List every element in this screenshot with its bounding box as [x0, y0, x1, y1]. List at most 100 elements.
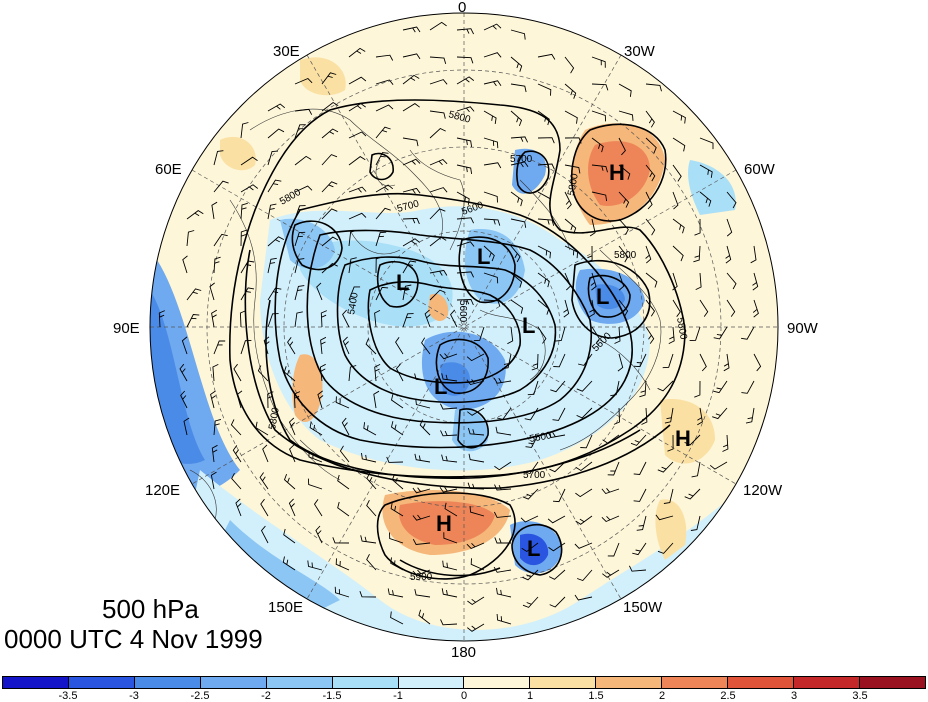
- wind-barb: [574, 594, 593, 601]
- wind-barb: [630, 434, 647, 446]
- wind-barb: [240, 287, 255, 301]
- wind-barb: [402, 187, 421, 194]
- wind-barb: [294, 185, 313, 193]
- wind-barb: [233, 363, 242, 382]
- wind-barb: [456, 241, 475, 247]
- high-center: H: [436, 511, 452, 536]
- wind-barb: [468, 453, 485, 463]
- wind-barb: [466, 353, 485, 362]
- wind-barb: [395, 363, 404, 382]
- height-contours: [228, 99, 686, 580]
- wind-barb: [552, 488, 566, 503]
- wind-barb: [395, 337, 404, 355]
- wind-barb: [348, 131, 367, 139]
- wind-barb: [553, 353, 566, 368]
- wind-barb: [365, 338, 377, 355]
- colorbar-swatch: [728, 677, 795, 688]
- wind-barb: [564, 83, 577, 99]
- wind-barb: [320, 310, 327, 328]
- wind-barb: [510, 299, 524, 314]
- wind-barb: [213, 418, 222, 436]
- wind-barb: [695, 272, 702, 291]
- wind-barb: [537, 245, 551, 259]
- wind-barb: [211, 201, 218, 220]
- colorbar-tick-label: -1: [393, 690, 403, 702]
- wind-barb: [348, 365, 357, 382]
- wind-barb: [494, 484, 512, 491]
- wind-barb: [439, 353, 458, 360]
- wind-barb: [483, 23, 502, 31]
- wind-barb: [412, 569, 431, 576]
- lon-label-30w: 30W: [624, 43, 655, 60]
- wind-barb: [235, 498, 242, 517]
- wind-barb: [507, 326, 514, 345]
- wind-barb: [321, 128, 339, 139]
- wind-barb: [337, 501, 350, 517]
- wind-barb: [441, 454, 458, 463]
- wind-barb: [672, 191, 679, 210]
- wind-barb: [283, 528, 296, 544]
- wind-barb: [602, 434, 620, 444]
- wind-barb: [267, 179, 282, 193]
- wind-barb: [577, 353, 593, 366]
- wind-barb: [321, 236, 339, 247]
- contour-label: 5600: [457, 300, 468, 323]
- wind-barb: [375, 54, 394, 61]
- wind-barb: [366, 553, 377, 571]
- wind-barb: [690, 515, 701, 531]
- wind-barb: [267, 257, 277, 274]
- wind-barb: [524, 407, 539, 421]
- wind-barb: [429, 289, 446, 301]
- wind-barb: [657, 461, 674, 473]
- wind-barb: [618, 110, 634, 121]
- wind-barb: [412, 514, 431, 521]
- wind-barb: [321, 208, 338, 220]
- colorbar-tick-label: 1: [526, 690, 534, 702]
- wind-barb: [374, 363, 381, 382]
- wind-barb: [414, 589, 431, 598]
- wind-barb: [402, 284, 412, 301]
- wind-barb: [348, 230, 357, 247]
- wind-barb: [672, 137, 686, 152]
- wind-barb: [494, 537, 511, 544]
- wind-barb: [375, 286, 389, 301]
- wind-barb: [181, 336, 188, 355]
- wind-barb: [321, 262, 338, 274]
- wind-barb: [591, 83, 609, 91]
- wind-barb: [213, 180, 229, 193]
- wind-barb: [390, 557, 404, 571]
- lon-label-150e: 150E: [268, 599, 304, 616]
- wind-barb: [444, 502, 458, 517]
- wind-barb: [239, 310, 247, 328]
- colorbar-tick-label: 3: [790, 690, 798, 702]
- wind-barb: [363, 422, 377, 436]
- wind-barb: [440, 430, 458, 437]
- wind-barb: [348, 212, 367, 220]
- wind-barb: [576, 569, 593, 582]
- wind-barb: [391, 474, 404, 490]
- wind-barb: [613, 407, 620, 425]
- wind-barb: [375, 79, 394, 85]
- wind-barb: [439, 403, 458, 410]
- wind-barb: [180, 390, 188, 409]
- colorbar-swatch: [332, 677, 399, 688]
- wind-barb: [456, 191, 470, 205]
- wind-barb: [232, 445, 242, 463]
- wind-barb: [267, 128, 285, 139]
- wind-barb: [415, 398, 431, 409]
- wind-barb: [713, 380, 728, 394]
- low-center: L: [522, 313, 535, 338]
- wind-barb: [591, 191, 608, 202]
- wind-barb: [564, 245, 579, 259]
- wind-barb: [213, 150, 224, 166]
- wind-barb: [366, 499, 377, 517]
- wind-barb: [645, 326, 655, 344]
- wind-barb: [456, 217, 475, 224]
- wind-barb: [375, 152, 389, 166]
- wind-barb: [390, 394, 404, 409]
- wind-barb: [308, 450, 323, 463]
- wind-barb: [641, 407, 648, 425]
- wind-barb: [319, 363, 326, 382]
- wind-barb: [374, 309, 381, 328]
